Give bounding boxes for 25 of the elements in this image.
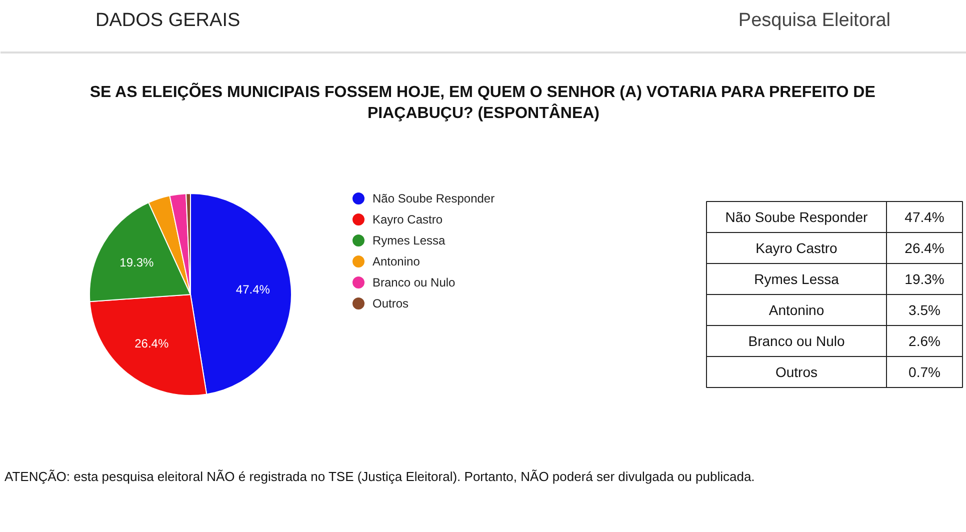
- category-label: Kayro Castro: [756, 240, 838, 256]
- legend-label: Não Soube Responder: [372, 192, 495, 206]
- text: ATENÇÃO: esta pesquisa eleitoral NÃO é registrada no TSE (Justiça Eleitoral). Portanto, NÃO poderá ser divulgada ou publicada.: [4, 469, 755, 484]
- legend-label: Branco ou Nulo: [372, 276, 456, 290]
- text: 47.4%: [904, 209, 944, 225]
- legend-label: Kayro Castro: [372, 212, 443, 226]
- chart-title: SE AS ELEIÇÕES MUNICIPAIS FOSSEM HOJE, EM QUEM O SENHOR (A) VOTARIA PARA PREFEITO DE PIAÇABUÇU? (ESPONTÂNEA): [90, 82, 876, 122]
- legend-label: Antonino: [372, 254, 420, 268]
- text: 3.5%: [908, 302, 940, 318]
- category-label: Não Soube Responder: [725, 209, 868, 225]
- category-label: Outros: [775, 364, 818, 380]
- text: Pesquisa Eleitoral: [738, 10, 891, 31]
- text: 2.6%: [908, 333, 940, 349]
- data-label: 47.4%: [236, 282, 270, 296]
- category-label: Branco ou Nulo: [748, 333, 845, 349]
- text: DADOS GERAIS: [96, 10, 240, 31]
- category-label: Antonino: [768, 302, 824, 318]
- data-label: 26.4%: [134, 336, 169, 351]
- legend-label: Rymes Lessa: [372, 234, 446, 248]
- legend-label: Outros: [372, 296, 409, 310]
- text: 19.3%: [904, 271, 944, 287]
- category-label: Rymes Lessa: [754, 271, 839, 287]
- data-label: 19.3%: [120, 256, 154, 270]
- text: 0.7%: [908, 364, 940, 380]
- text: 26.4%: [904, 240, 944, 256]
